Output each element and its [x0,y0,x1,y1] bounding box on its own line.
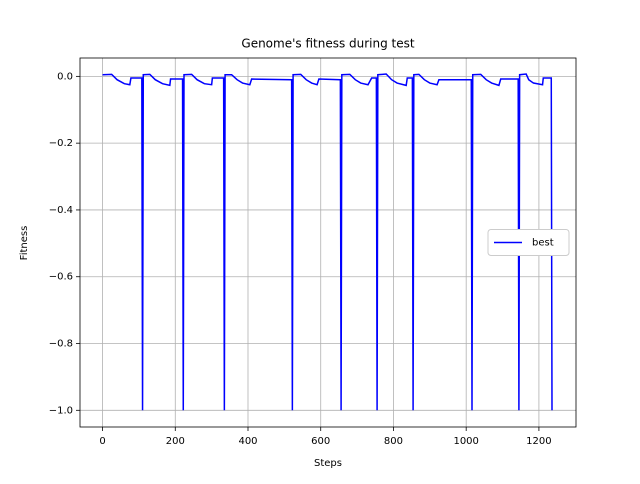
y-tick-label: −0.6 [49,272,73,283]
x-tick-label: 1000 [453,436,478,447]
x-tick-label: 800 [384,436,403,447]
x-axis-label: Steps [314,458,342,469]
data-line [102,73,553,411]
legend-box [487,229,570,256]
y-axis-label: Fitness [19,226,30,261]
x-tick-label: 600 [311,436,330,447]
y-tick-label: −1.0 [49,405,73,416]
chart-title: Genome's fitness during test [241,37,415,51]
x-tick-label: 400 [238,436,257,447]
plot-frame [79,57,577,428]
y-tick-label: −0.8 [49,339,73,350]
y-tick-label: −0.4 [49,205,73,216]
x-tick-label: 1200 [526,436,551,447]
legend-label: best [532,238,554,249]
x-tick-label: 200 [166,436,185,447]
y-tick-label: −0.2 [49,138,73,149]
y-tick-label: 0.0 [57,71,73,82]
x-tick-label: 0 [99,436,105,447]
